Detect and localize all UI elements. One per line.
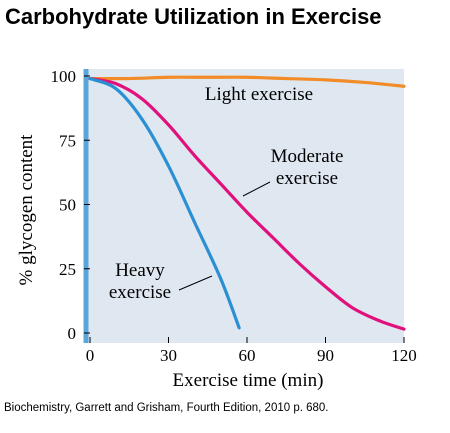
x-tick-label: 90 xyxy=(317,346,334,365)
moderate-label-line2: exercise xyxy=(276,168,338,189)
heavy-label-line2: exercise xyxy=(109,282,171,303)
y-tick-label: 100 xyxy=(51,67,77,86)
light-exercise-label: Light exercise xyxy=(205,84,313,105)
heavy-exercise-line xyxy=(88,76,241,330)
source-caption: Biochemistry, Garrett and Grisham, Fourt… xyxy=(4,402,329,414)
y-tick-label: 25 xyxy=(59,260,76,279)
x-ticks: 0 30 60 90 120 xyxy=(86,337,417,365)
y-tick-label: 0 xyxy=(68,324,77,343)
y-ticks: 0 25 50 75 100 xyxy=(51,67,90,343)
x-tick-label: 120 xyxy=(391,346,417,365)
y-axis-label: % glycogen content xyxy=(16,134,37,286)
heavy-label-line1: Heavy xyxy=(115,260,165,281)
page-title: Carbohydrate Utilization in Exercise xyxy=(5,4,382,29)
moderate-exercise-line xyxy=(88,76,406,331)
light-exercise-line xyxy=(88,75,406,88)
series-annotations: Light exerciseModerateexerciseHeavyexerc… xyxy=(109,84,344,303)
series-lines xyxy=(88,75,406,331)
moderate-exercise-leader xyxy=(242,181,271,197)
x-tick-label: 0 xyxy=(86,346,95,365)
x-axis-label: Exercise time (min) xyxy=(173,370,324,391)
y-tick-label: 50 xyxy=(59,196,76,215)
heavy-exercise-leader xyxy=(178,275,213,291)
y-tick-label: 75 xyxy=(59,131,76,150)
x-tick-label: 30 xyxy=(160,346,177,365)
moderate-label-line1: Moderate xyxy=(271,146,344,167)
x-tick-label: 60 xyxy=(239,346,256,365)
